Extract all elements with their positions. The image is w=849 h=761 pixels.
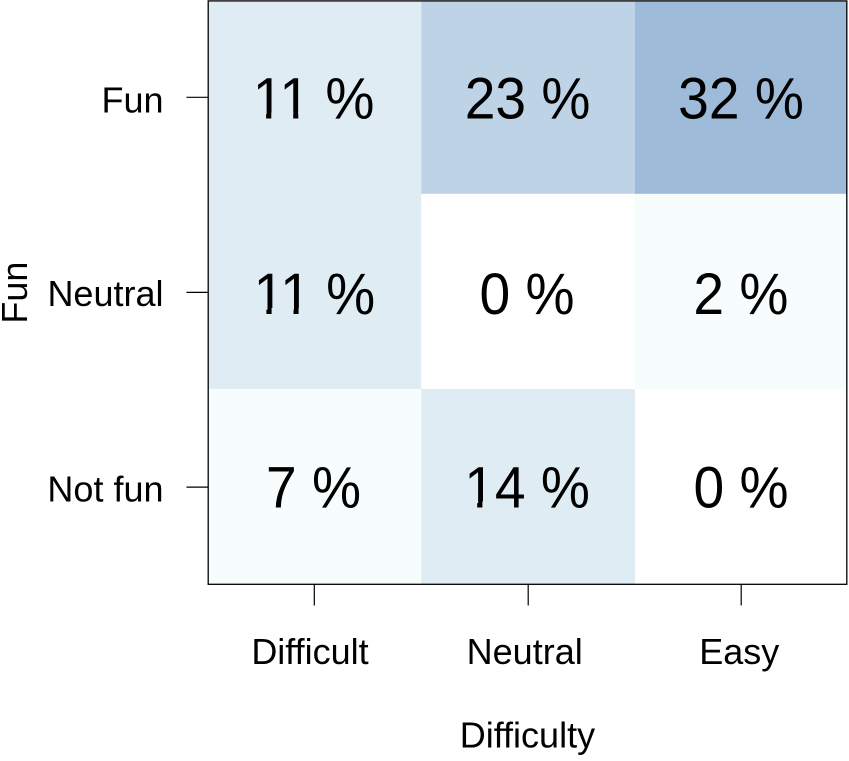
svg-text:Easy: Easy bbox=[699, 631, 779, 672]
svg-text:Neutral: Neutral bbox=[47, 273, 163, 314]
svg-text:Fun: Fun bbox=[101, 80, 163, 121]
svg-text:Difficulty: Difficulty bbox=[460, 715, 595, 756]
svg-text:11 %: 11 % bbox=[253, 67, 375, 132]
svg-text:7 %: 7 % bbox=[266, 456, 361, 521]
svg-text:0 %: 0 % bbox=[693, 456, 788, 521]
svg-text:Not fun: Not fun bbox=[47, 468, 163, 509]
svg-text:Difficult: Difficult bbox=[251, 631, 368, 672]
svg-text:Fun: Fun bbox=[0, 262, 35, 324]
svg-text:23 %: 23 % bbox=[465, 67, 591, 132]
svg-text:11 %: 11 % bbox=[254, 263, 376, 328]
svg-text:14 %: 14 % bbox=[464, 456, 590, 521]
svg-text:32 %: 32 % bbox=[678, 67, 804, 132]
svg-text:Neutral: Neutral bbox=[467, 631, 583, 672]
svg-text:2 %: 2 % bbox=[693, 263, 788, 328]
svg-text:0 %: 0 % bbox=[479, 263, 574, 328]
